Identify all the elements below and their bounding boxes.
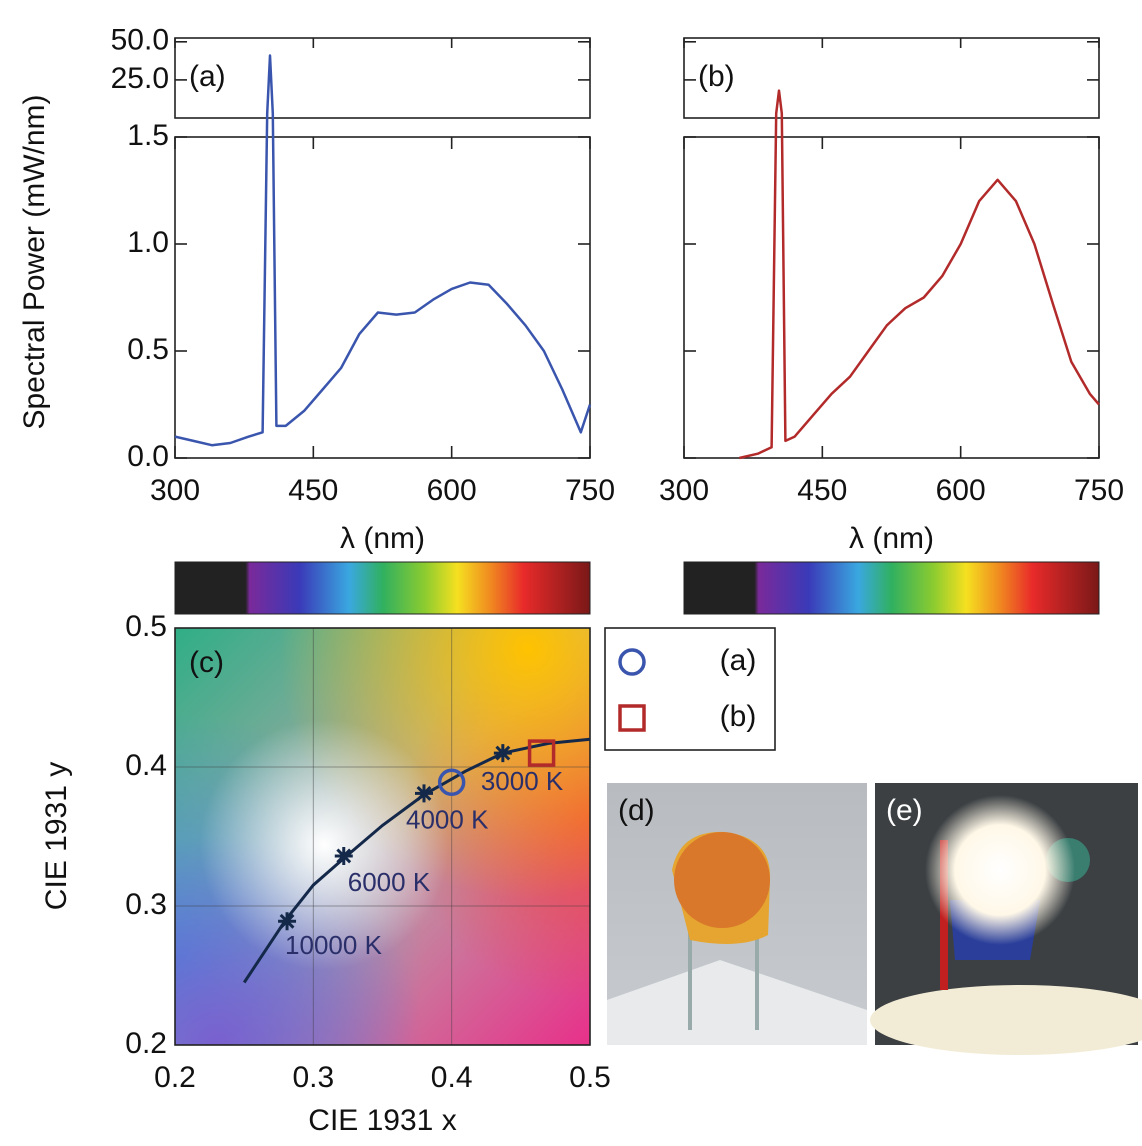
- legend-marker: [618, 704, 646, 732]
- panel-label: (a): [189, 60, 226, 93]
- planckian-locus: [242, 737, 591, 984]
- legend-label: (a): [720, 644, 757, 677]
- cct-marker: [415, 784, 433, 803]
- x-tick-label: 300: [659, 474, 709, 507]
- legend-marker: [618, 648, 646, 676]
- photo-d: [607, 783, 867, 1045]
- x-tick-label: 300: [150, 474, 200, 507]
- spectrum-bar: [174, 561, 591, 615]
- y-tick-label: 0.5: [125, 610, 167, 643]
- plot-frame: [683, 136, 1100, 459]
- spectrum-line: [739, 89, 1100, 460]
- spectrum-line: [174, 54, 592, 447]
- y-tick-label: 25.0: [111, 62, 169, 95]
- x-tick-label: 0.4: [431, 1061, 473, 1094]
- plot-frame: [174, 627, 591, 1046]
- photo-e: [870, 783, 1142, 1055]
- panel-label: (c): [189, 646, 224, 679]
- spectrum-bar: [683, 561, 1100, 615]
- y-tick-label: 0.2: [125, 1027, 167, 1060]
- x-tick-label: 600: [427, 474, 477, 507]
- x-tick-label: 0.3: [292, 1061, 334, 1094]
- y-axis-label: CIE 1931 y: [40, 762, 73, 910]
- cct-marker: [278, 912, 297, 931]
- x-tick-label: 750: [565, 474, 615, 507]
- y-tick-label: 0.3: [125, 888, 167, 921]
- y-axis-label: Spectral Power (mW/nm): [18, 94, 51, 429]
- x-tick-label: 0.2: [154, 1061, 196, 1094]
- x-axis-label: CIE 1931 x: [308, 1104, 456, 1137]
- y-tick-label: 0.5: [127, 333, 169, 366]
- y-tick-label: 0.0: [127, 440, 169, 473]
- marker-circle: [437, 768, 466, 797]
- panel-label: (b): [698, 60, 735, 93]
- plot-frame-top: [683, 37, 1100, 119]
- legend-label: (b): [720, 700, 757, 733]
- photo-label: (e): [886, 794, 923, 827]
- cie-background: [175, 628, 590, 1045]
- x-axis-label: λ (nm): [340, 522, 425, 555]
- cct-label: 6000 K: [348, 867, 431, 897]
- x-tick-label: 0.5: [569, 1061, 611, 1094]
- x-tick-label: 450: [797, 474, 847, 507]
- cct-label: 10000 K: [285, 930, 383, 960]
- x-tick-label: 750: [1074, 474, 1124, 507]
- photo-label: (d): [618, 794, 655, 827]
- cct-marker: [334, 846, 353, 865]
- y-tick-label: 1.5: [127, 119, 169, 152]
- plot-frame: [174, 136, 591, 459]
- plot-frame-top: [174, 37, 591, 119]
- x-tick-label: 600: [936, 474, 986, 507]
- cct-marker: [493, 744, 512, 763]
- y-tick-label: 1.0: [127, 226, 169, 259]
- x-axis-label: λ (nm): [849, 522, 934, 555]
- y-tick-label: 0.4: [125, 749, 167, 782]
- y-tick-label: 50.0: [111, 24, 169, 57]
- x-tick-label: 450: [288, 474, 338, 507]
- cct-label: 4000 K: [406, 804, 489, 834]
- cct-label: 3000 K: [481, 766, 564, 796]
- marker-square: [527, 739, 556, 767]
